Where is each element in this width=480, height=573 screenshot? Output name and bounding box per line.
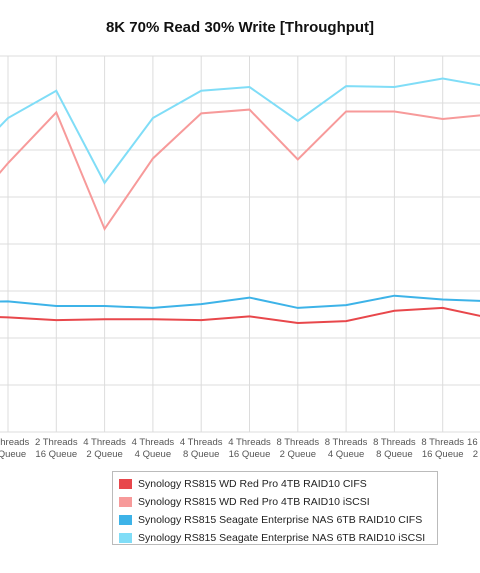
series-line (0, 306, 480, 324)
legend: Synology RS815 WD Red Pro 4TB RAID10 CIF… (112, 471, 438, 545)
legend-swatch (119, 533, 132, 543)
series-line (0, 77, 480, 185)
x-tick-label: 4 Threads 4 Queue (131, 437, 175, 460)
legend-item: Synology RS815 Seagate Enterprise NAS 6T… (113, 511, 437, 529)
x-tick-label: 8 Threads 16 Queue (421, 437, 464, 460)
x-tick-label: 8 Threads 4 Queue (324, 437, 368, 460)
legend-item: Synology RS815 WD Red Pro 4TB RAID10 iSC… (113, 493, 437, 511)
legend-label: Synology RS815 WD Red Pro 4TB RAID10 CIF… (138, 478, 367, 490)
legend-swatch (119, 515, 132, 525)
legend-swatch (119, 479, 132, 489)
x-tick-label: 2 Threads 8 Queue (0, 437, 30, 460)
series-line (0, 108, 480, 232)
legend-label: Synology RS815 WD Red Pro 4TB RAID10 iSC… (138, 496, 370, 508)
x-tick-label: 4 Threads 2 Queue (83, 437, 126, 460)
x-tick-label: 16 Threads 2 Queue (467, 437, 479, 460)
legend-swatch (119, 497, 132, 507)
chart-title: 8K 70% Read 30% Write [Throughput] (105, 19, 375, 36)
legend-item: Synology RS815 Seagate Enterprise NAS 6T… (113, 529, 437, 547)
x-tick-label: 4 Threads 8 Queue (179, 437, 223, 460)
x-tick-label: 4 Threads 16 Queue (228, 437, 271, 460)
x-tick-label: 8 Threads 8 Queue (373, 437, 416, 460)
x-tick-label: 2 Threads 16 Queue (34, 437, 78, 460)
series-line (0, 294, 480, 309)
legend-label: Synology RS815 Seagate Enterprise NAS 6T… (138, 514, 423, 526)
x-tick-label: 8 Threads 2 Queue (276, 437, 320, 460)
legend-label: Synology RS815 Seagate Enterprise NAS 6T… (138, 532, 426, 544)
legend-item: Synology RS815 WD Red Pro 4TB RAID10 CIF… (113, 475, 437, 493)
